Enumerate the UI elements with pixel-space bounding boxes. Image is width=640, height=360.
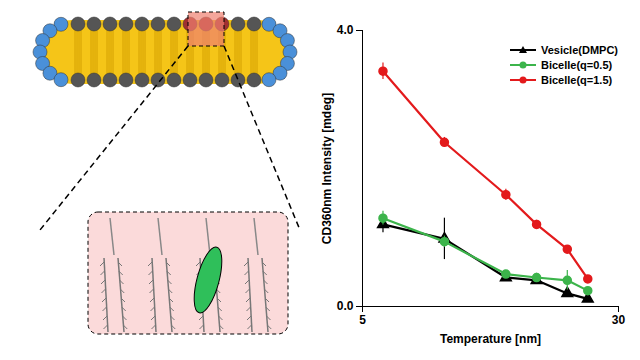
svg-text:CD360nm Intensity [mdeg]: CD360nm Intensity [mdeg]	[320, 93, 334, 244]
html-text:Bicelle(q=0.5): Bicelle(q=0.5)	[541, 58, 613, 71]
html-text:Bicelle(q=1.5): Bicelle(q=1.5)	[541, 73, 613, 86]
svg-text:0.0: 0.0	[337, 299, 354, 313]
svg-text:30: 30	[612, 313, 626, 327]
html-text:Vesicle(DMPC): Vesicle(DMPC)	[541, 43, 618, 56]
svg-text:4.0: 4.0	[337, 23, 354, 37]
svg-text:5: 5	[359, 313, 366, 327]
svg-text:Temperature [nm]: Temperature [nm]	[440, 332, 541, 346]
